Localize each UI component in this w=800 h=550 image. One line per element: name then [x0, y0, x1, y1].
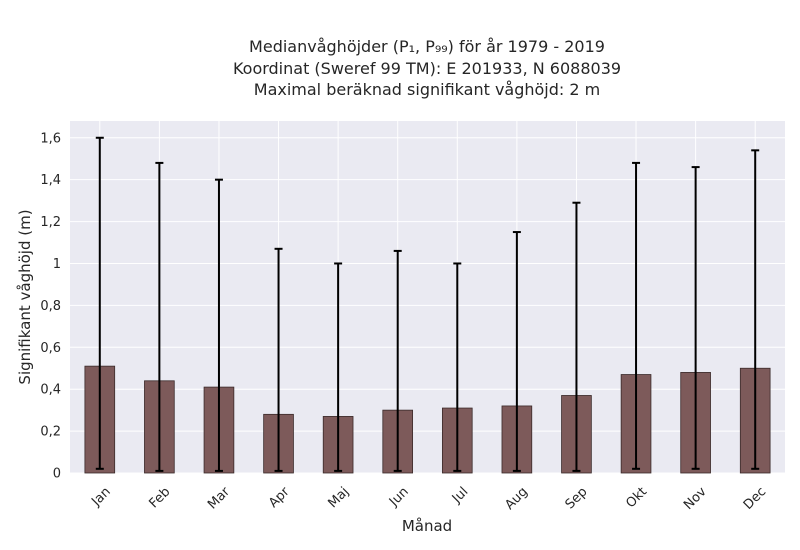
x-tick-label-okt: Okt — [623, 484, 650, 511]
plot-area — [70, 121, 785, 473]
x-axis-ticks: Jan Feb Mar Apr Maj Jun Jul Aug Sep Okt Nov Dec — [88, 484, 769, 513]
y-tick-label: 1,2 — [40, 215, 61, 230]
error-bar-nov — [691, 166, 700, 470]
x-tick-label-maj: Maj — [325, 484, 352, 511]
error-bar-apr — [274, 247, 283, 472]
chart-title-line-3: Maximal beräknad signifikant våghöjd: 2 … — [254, 80, 600, 99]
x-tick-label-sep: Sep — [563, 484, 591, 512]
x-tick-label-aug: Aug — [502, 484, 531, 513]
error-bar-dec — [751, 149, 760, 470]
error-bar-jan — [95, 136, 104, 470]
x-tick-label-mar: Mar — [205, 484, 233, 512]
x-tick-label-nov: Nov — [681, 484, 710, 513]
x-tick-label-feb: Feb — [147, 484, 174, 511]
error-bar-feb — [155, 161, 164, 472]
x-tick-label-jan: Jan — [88, 484, 113, 509]
y-tick-label: 1,6 — [40, 131, 61, 146]
x-tick-label-jun: Jun — [386, 484, 412, 510]
y-tick-label: 0,6 — [40, 341, 61, 356]
y-tick-label: 0,8 — [40, 299, 61, 314]
x-tick-label-jul: Jul — [449, 484, 471, 506]
y-tick-label: 0 — [53, 467, 61, 482]
error-bar-mar — [214, 178, 223, 472]
error-bar-jul — [453, 262, 462, 472]
y-axis-ticks: 0 0,2 0,4 0,6 0,8 1 1,2 1,4 1,6 — [40, 131, 61, 481]
error-bar-okt — [632, 161, 641, 470]
error-bar-sep — [572, 201, 581, 472]
x-tick-label-apr: Apr — [266, 484, 293, 511]
error-bar-aug — [512, 231, 521, 472]
y-tick-label: 1 — [53, 257, 61, 272]
error-bar-maj — [334, 262, 343, 472]
y-axis-label: Signifikant våghöjd (m) — [16, 209, 34, 384]
error-bars — [95, 136, 760, 472]
error-bar-jun — [393, 249, 402, 472]
x-tick-label-dec: Dec — [741, 484, 769, 512]
chart-title-line-1: Medianvåghöjder (P₁, P₉₉) för år 1979 - … — [249, 37, 605, 56]
y-tick-label: 1,4 — [40, 173, 61, 188]
chart-title-line-2: Koordinat (Sweref 99 TM): E 201933, N 60… — [233, 59, 621, 78]
x-axis-label: Månad — [402, 517, 452, 535]
chart-title: Medianvåghöjder (P₁, P₉₉) för år 1979 - … — [233, 37, 621, 99]
y-tick-label: 0,2 — [40, 425, 61, 440]
y-tick-label: 0,4 — [40, 383, 61, 398]
